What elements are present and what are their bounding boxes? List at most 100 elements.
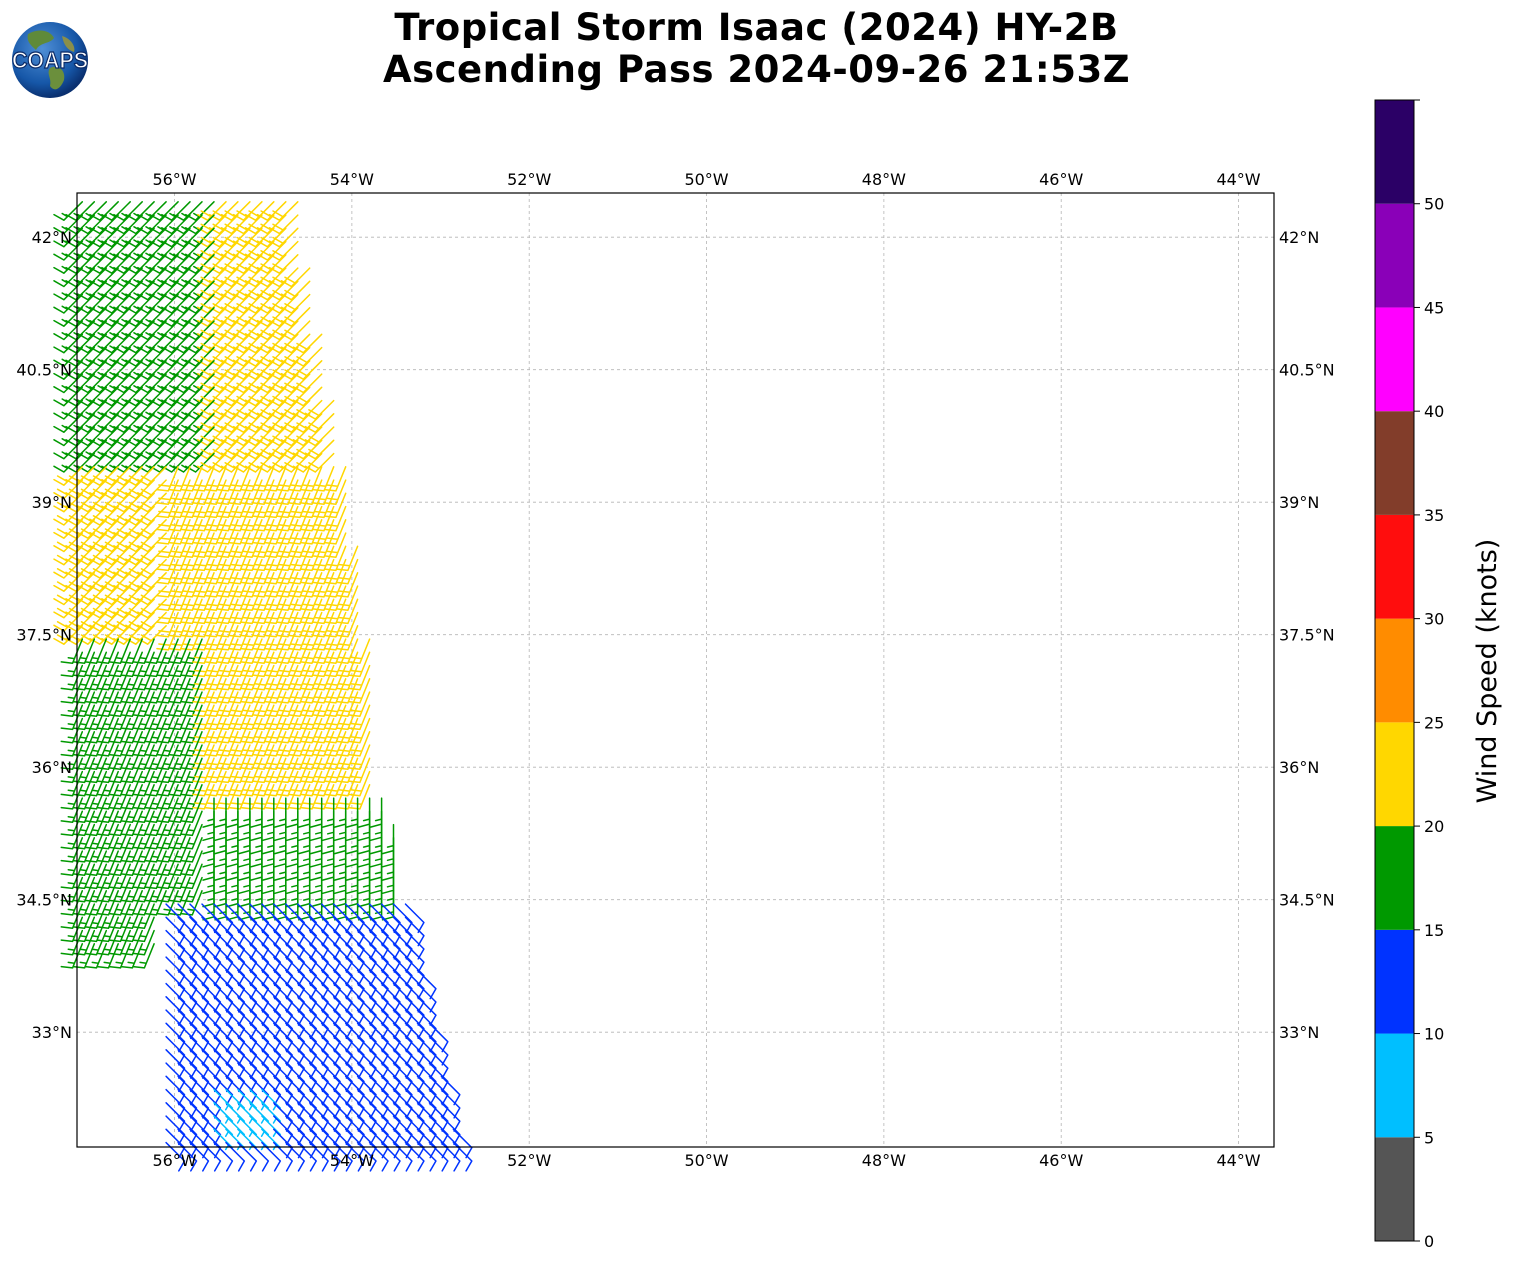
wind-barb [184, 360, 215, 380]
wind-barb [280, 307, 311, 327]
wind-barb [216, 784, 239, 810]
wind-barb [208, 240, 239, 261]
wind-barb [232, 399, 263, 420]
wind-barb [77, 360, 108, 380]
wind-barb [137, 532, 167, 553]
wind-barb [113, 254, 143, 274]
wind-barb [273, 1141, 293, 1172]
wind-barb [268, 386, 299, 407]
wind-barb [137, 505, 167, 526]
wind-barb [172, 307, 203, 327]
wind-barb [101, 452, 131, 473]
colorbar-bin [1375, 100, 1414, 204]
wind-barb [189, 1141, 210, 1172]
wind-barb [89, 532, 119, 553]
wind-barb [65, 558, 96, 579]
wind-barb [208, 254, 239, 274]
lat-label-right: 34.5°N [1279, 891, 1335, 910]
wind-barb [232, 267, 263, 288]
wind-barb [244, 399, 275, 420]
wind-barb [101, 479, 131, 500]
wind-barb [53, 413, 84, 433]
wind-barb [144, 890, 167, 916]
wind-barb [125, 240, 155, 261]
wind-barb [292, 399, 323, 420]
wind-barb [172, 346, 203, 367]
wind-barb [256, 333, 287, 354]
wind-barb [125, 413, 155, 433]
wind-barb [369, 797, 383, 828]
wind-barb [113, 333, 143, 354]
wind-barb [256, 386, 287, 407]
lon-label-bottom: 50°W [684, 1151, 728, 1170]
lon-label-bottom: 54°W [330, 1151, 374, 1170]
longitude-labels-top: 56°W 54°W 52°W 50°W 48°W 46°W 44°W [152, 170, 1260, 189]
wind-barb [268, 373, 299, 394]
wind-barb [101, 399, 131, 420]
wind-barb [244, 439, 275, 460]
wind-barb [113, 598, 143, 619]
wind-barb [220, 293, 251, 314]
latitude-labels-right: 42°N 40.5°N 39°N 37.5°N 36°N 34.5°N 33°N [1279, 228, 1335, 1042]
wind-barb [53, 293, 84, 314]
wind-barb [53, 254, 84, 274]
wind-barb [172, 386, 203, 407]
wind-barb [125, 452, 155, 473]
wind-barb [280, 426, 311, 447]
wind-barb [53, 360, 84, 380]
wind-barb [113, 505, 143, 526]
wind-barb [196, 201, 227, 221]
wind-barb [268, 452, 299, 473]
wind-barb [53, 214, 84, 235]
wind-barb [196, 214, 227, 235]
wind-barb [53, 201, 84, 221]
logo-text: COAPS [12, 47, 88, 73]
wind-barb [77, 572, 108, 592]
lon-label-top: 46°W [1039, 170, 1083, 189]
wind-barb [137, 240, 167, 261]
lat-label-left: 37.5°N [16, 626, 72, 645]
wind-barb [137, 545, 167, 566]
wind-barb [285, 1141, 305, 1172]
wind-barb [208, 214, 239, 235]
wind-barb [149, 386, 179, 407]
wind-barb [156, 890, 179, 916]
lon-label-bottom: 48°W [862, 1151, 906, 1170]
wind-barb [77, 492, 108, 513]
wind-barb [161, 267, 191, 288]
wind-barb [113, 479, 143, 500]
wind-barb [137, 439, 167, 460]
wind-barb [304, 399, 335, 420]
wind-barb [172, 399, 203, 420]
wind-barb [137, 267, 167, 288]
wind-barb [208, 307, 239, 327]
wind-barb [280, 293, 311, 314]
wind-barb [311, 784, 335, 810]
wind-barb [208, 399, 239, 420]
wind-barb [77, 479, 108, 500]
wind-barb [161, 201, 191, 221]
wind-barb [149, 346, 179, 367]
wind-barb [220, 373, 251, 394]
lat-label-right: 37.5°N [1279, 626, 1335, 645]
wind-barb [89, 214, 119, 235]
lat-label-left: 40.5°N [16, 361, 72, 380]
colorbar-ticks: 0 5 10 15 20 25 30 35 40 45 50 [1414, 99, 1444, 1251]
wind-barb [161, 360, 191, 380]
colorbar-bins [1375, 100, 1414, 1241]
wind-barb [196, 280, 227, 301]
wind-barb [228, 784, 251, 810]
wind-barb [89, 625, 119, 645]
wind-barb [53, 346, 84, 367]
wind-barb [161, 333, 191, 354]
wind-barb [256, 452, 287, 473]
wind-barb [77, 373, 108, 394]
wind-barb [184, 201, 215, 221]
wind-barb [184, 373, 215, 394]
wind-barb [53, 611, 84, 632]
wind-barb [213, 1141, 234, 1172]
wind-barb [137, 479, 167, 500]
wind-barb [53, 545, 84, 566]
wind-barb [244, 254, 275, 274]
wind-barb [65, 519, 96, 539]
